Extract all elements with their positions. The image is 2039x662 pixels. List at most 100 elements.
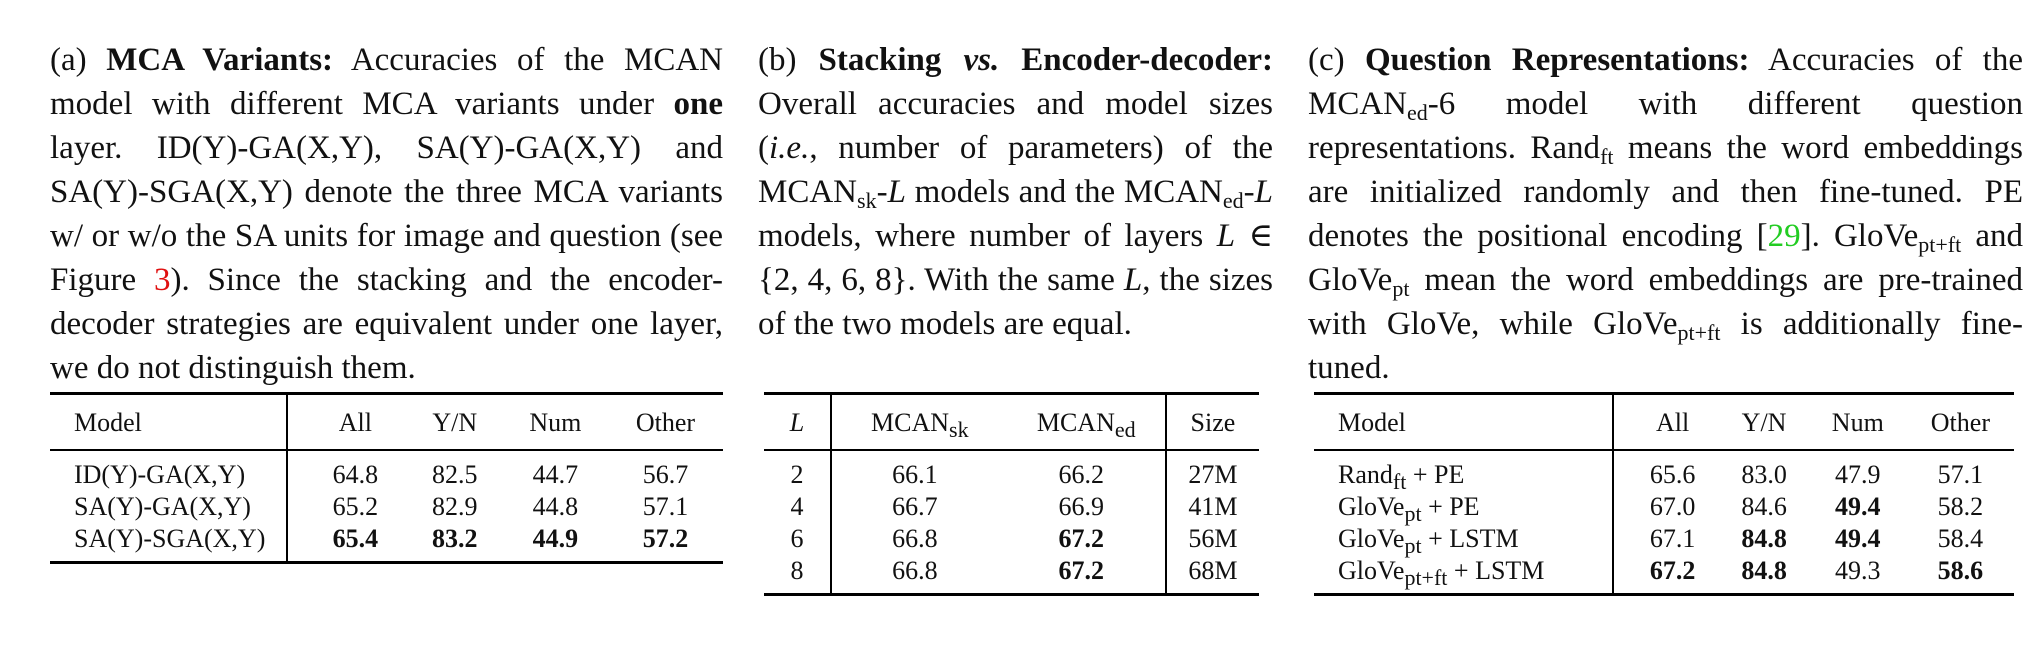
table-row: SA(Y)-GA(X,Y) 65.2 82.9 44.8 57.1 xyxy=(50,491,723,523)
citation-link[interactable]: 29 xyxy=(1767,218,1801,254)
cell: 4 xyxy=(764,491,832,523)
caption-text: mean the word embeddings are pre-trained… xyxy=(1308,262,2023,342)
table-row: 8 66.8 67.2 68M xyxy=(764,555,1259,595)
math-symbol: L xyxy=(887,174,906,210)
cell: 65.4 xyxy=(332,524,379,553)
caption-text: , number of parameters) of the MCAN xyxy=(758,130,1273,210)
cell: Randft + PE xyxy=(1314,450,1614,493)
cell: 67.0 xyxy=(1649,492,1696,521)
panel-a: (a) MCA Variants: Accuracies of the MCAN… xyxy=(50,38,723,564)
table-row: Randft + PE 65.6 83.0 47.9 57.1 xyxy=(1314,450,2014,493)
cell: 6 xyxy=(764,523,832,555)
caption-text: and GloVe xyxy=(1308,218,2023,298)
cell: SA(Y)-GA(X,Y) xyxy=(50,491,288,523)
cell: 57.1 xyxy=(642,492,689,521)
cell: 67.2 xyxy=(997,523,1167,555)
cell: 47.9 xyxy=(1835,460,1881,489)
cell: 66.2 xyxy=(997,450,1167,491)
table-row: 6 66.8 67.2 56M xyxy=(764,523,1259,555)
caption-text: layer. ID(Y)-GA(X,Y), SA(Y)-GA(X,Y) and … xyxy=(50,130,723,298)
caption-text: models, where number of layers xyxy=(758,218,1204,254)
cell: 83.0 xyxy=(1741,460,1787,489)
caption-b: (b) Stacking vs. Encoder-decoder: Overal… xyxy=(758,42,1274,342)
panel-label: (a) xyxy=(50,42,87,78)
math-symbol: L xyxy=(1123,262,1143,298)
cell: 27M xyxy=(1188,460,1238,489)
header-cell: Model xyxy=(50,393,288,451)
header-cell: Num xyxy=(502,393,608,451)
panel-label: (c) xyxy=(1308,42,1345,78)
cell: 66.7 xyxy=(892,492,938,521)
caption-text: is additionally fine-tuned. xyxy=(1308,306,2023,386)
caption-text: models and the MCAN xyxy=(914,174,1223,210)
header-cell: L xyxy=(764,393,832,451)
math-symbol: L xyxy=(789,408,805,437)
caption-a: (a) MCA Variants: Accuracies of the MCAN… xyxy=(50,38,723,392)
header-cell: Other xyxy=(1906,393,2014,451)
caption-text: Accuracies of the MCAN xyxy=(1308,42,2023,122)
panel-label: (b) xyxy=(758,42,797,78)
header-cell: Other xyxy=(607,393,723,451)
subscript: pt+ft xyxy=(1677,320,1721,345)
table-row: GloVept + PE 67.0 84.6 49.4 58.2 xyxy=(1314,491,2014,525)
cell: 66.1 xyxy=(892,460,938,489)
cell: 44.9 xyxy=(532,524,579,553)
cell: 41M xyxy=(1188,492,1238,521)
header-cell: All xyxy=(1613,393,1720,451)
math-set: ∈ {2, 4, 6, 8} xyxy=(758,218,1274,298)
header-cell: Model xyxy=(1314,393,1614,451)
table-row: 2 66.1 66.2 27M xyxy=(764,450,1259,491)
table-row: 4 66.7 66.9 41M xyxy=(764,491,1259,523)
caption-text: , the sizes of the two models are equal. xyxy=(758,262,1274,342)
header-cell: Size xyxy=(1165,393,1259,451)
cell: ID(Y)-GA(X,Y) xyxy=(50,450,288,491)
table-row: SA(Y)-SGA(X,Y) 65.4 83.2 44.9 57.2 xyxy=(50,523,723,563)
cell: 49.4 xyxy=(1835,524,1881,553)
cell: 66.8 xyxy=(892,556,938,585)
cell: 58.4 xyxy=(1937,524,1984,553)
subscript: ft xyxy=(1600,144,1614,169)
cell: 56.7 xyxy=(642,460,689,489)
subscript: sk xyxy=(857,188,877,213)
header-cell: MCANsk xyxy=(831,393,998,451)
cell: 2 xyxy=(764,450,832,491)
table-c: Model All Y/N Num Other Randft + PE 65.6… xyxy=(1314,392,2014,596)
table-b: L MCANsk MCANed Size 2 66.1 66.2 27M 4 6… xyxy=(764,392,1259,596)
cell: 44.8 xyxy=(532,492,579,521)
cell: 64.8 xyxy=(332,460,379,489)
caption-c: (c) Question Representations: Accuracies… xyxy=(1308,38,2023,392)
cell: 57.1 xyxy=(1937,460,1984,489)
cell: 84.8 xyxy=(1741,524,1787,553)
math-symbol: L xyxy=(1254,174,1273,210)
table-row: ID(Y)-GA(X,Y) 64.8 82.5 44.7 56.7 xyxy=(50,450,723,491)
caption-title: Stacking xyxy=(818,42,942,78)
caption-text: . With the same xyxy=(907,262,1115,298)
cell: 58.2 xyxy=(1937,492,1984,521)
table-a: Model All Y/N Num Other ID(Y)-GA(X,Y) 64… xyxy=(50,392,723,564)
header-cell: Num xyxy=(1808,393,1907,451)
cell: 83.2 xyxy=(431,524,478,553)
cell: 66.9 xyxy=(997,491,1167,523)
caption-title: Question Representations: xyxy=(1364,42,1750,78)
cell: 66.8 xyxy=(892,524,938,553)
cell: 65.2 xyxy=(332,492,379,521)
cell: 84.6 xyxy=(1741,492,1787,521)
cell: 8 xyxy=(764,555,832,595)
panel-b: (b) Stacking vs. Encoder-decoder: Overal… xyxy=(758,38,1273,596)
caption-text: -6 model with different question represe… xyxy=(1308,86,2023,166)
table-row: GloVept+ft + LSTM 67.2 84.8 49.3 58.6 xyxy=(1314,555,2014,595)
caption-text: Accuracies of the MCAN model with differ… xyxy=(50,42,724,122)
cell: 82.5 xyxy=(431,460,478,489)
table-row: GloVept + LSTM 67.1 84.8 49.4 58.4 xyxy=(1314,523,2014,557)
cell: 67.2 xyxy=(1649,556,1696,585)
caption-text: ]. GloVe xyxy=(1800,218,1919,254)
header-cell: Y/N xyxy=(406,393,503,451)
figure-ref-link[interactable]: 3 xyxy=(154,262,171,298)
cell: 84.8 xyxy=(1741,556,1787,585)
cell: 49.4 xyxy=(1835,492,1881,521)
cell: 49.3 xyxy=(1835,556,1881,585)
cell: GloVept + PE xyxy=(1314,491,1614,525)
cell: 57.2 xyxy=(642,524,689,553)
header-cell: MCANed xyxy=(997,393,1167,451)
caption-title: Encoder-decoder: xyxy=(1021,42,1274,78)
